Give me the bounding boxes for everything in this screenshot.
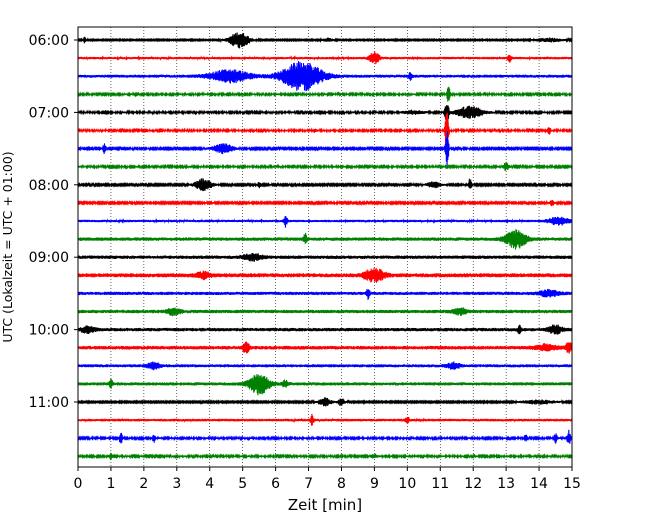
x-tick-label: 12 bbox=[464, 476, 482, 492]
trace-0700 bbox=[77, 105, 573, 123]
trace-0645 bbox=[77, 86, 573, 102]
x-tick-label: 14 bbox=[530, 476, 548, 492]
x-tick-label: 11 bbox=[431, 476, 449, 492]
trace-group bbox=[77, 32, 573, 460]
x-tick-label: 10 bbox=[398, 476, 416, 492]
x-tick-label: 1 bbox=[106, 476, 115, 492]
x-tick-label: 8 bbox=[337, 476, 346, 492]
x-tick-label: 6 bbox=[271, 476, 280, 492]
y-axis: 06:00 07:00 08:00 09:00 10:00 11:00 bbox=[29, 33, 78, 411]
y-tick-label: 09:00 bbox=[29, 250, 69, 266]
trace-1100 bbox=[77, 397, 573, 407]
plot-frame bbox=[77, 26, 573, 468]
trace-0830 bbox=[77, 216, 573, 228]
trace-1030 bbox=[77, 361, 573, 371]
x-tick-label: 2 bbox=[139, 476, 148, 492]
trace-0615 bbox=[77, 51, 573, 65]
trace-0815 bbox=[77, 199, 573, 207]
grid-lines bbox=[110, 27, 540, 467]
trace-1000 bbox=[77, 324, 573, 335]
trace-1115 bbox=[77, 413, 573, 426]
trace-1130 bbox=[77, 429, 573, 444]
trace-0915 bbox=[77, 267, 573, 283]
trace-1145 bbox=[77, 452, 573, 460]
y-tick-label: 07:00 bbox=[29, 105, 69, 121]
x-axis-title: Zeit [min] bbox=[288, 496, 362, 514]
x-tick-label: 15 bbox=[563, 476, 581, 492]
y-tick-label: 08:00 bbox=[29, 178, 69, 194]
x-tick-label: 13 bbox=[497, 476, 515, 492]
x-tick-label: 5 bbox=[238, 476, 247, 492]
x-axis: 0 1 2 3 4 5 6 7 8 9 10 11 12 13 14 15 bbox=[74, 467, 581, 492]
trace-0630 bbox=[77, 61, 573, 92]
x-tick-label: 9 bbox=[370, 476, 379, 492]
trace-0900 bbox=[77, 253, 573, 262]
x-tick-label: 0 bbox=[74, 476, 83, 492]
y-tick-label: 06:00 bbox=[29, 33, 69, 49]
trace-0715 bbox=[77, 113, 573, 155]
trace-0945 bbox=[77, 307, 573, 317]
y-tick-label: 11:00 bbox=[29, 395, 69, 411]
y-axis-title: UTC (Lokalzeit = UTC + 01:00) bbox=[0, 151, 15, 342]
trace-0845 bbox=[77, 229, 573, 250]
x-tick-label: 3 bbox=[172, 476, 181, 492]
trace-0800 bbox=[77, 178, 573, 192]
x-tick-label: 4 bbox=[205, 476, 214, 492]
trace-0930 bbox=[77, 288, 573, 300]
trace-0745 bbox=[77, 161, 573, 171]
trace-0600 bbox=[77, 32, 573, 49]
x-tick-label: 7 bbox=[304, 476, 313, 492]
trace-1015 bbox=[77, 341, 573, 354]
trace-1045 bbox=[77, 374, 573, 396]
y-tick-label: 10:00 bbox=[29, 323, 69, 339]
trace-0730 bbox=[77, 131, 573, 169]
